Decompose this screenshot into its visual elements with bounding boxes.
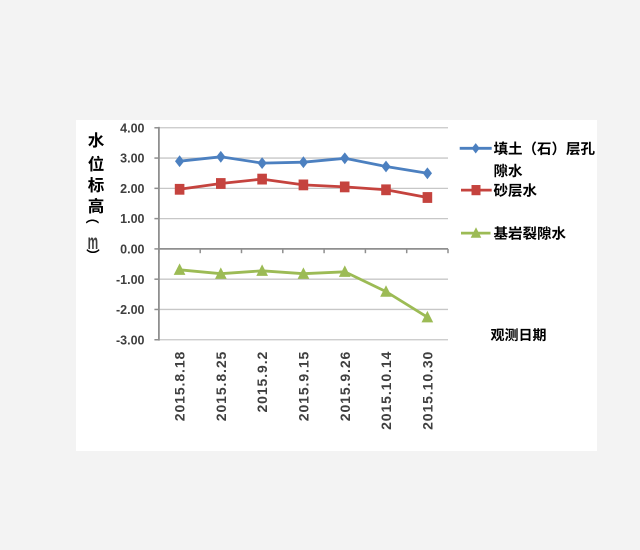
svg-text:0.00: 0.00 (120, 243, 144, 257)
svg-text:2015.10.30: 2015.10.30 (419, 351, 435, 430)
svg-text:3.00: 3.00 (120, 152, 144, 166)
svg-text:-2.00: -2.00 (116, 303, 145, 317)
svg-text:1.00: 1.00 (120, 212, 144, 226)
svg-text:4.00: 4.00 (120, 121, 144, 135)
svg-text:2015.10.14: 2015.10.14 (378, 351, 394, 430)
svg-text:-3.00: -3.00 (116, 333, 145, 347)
svg-text:2.00: 2.00 (120, 182, 144, 196)
svg-text:2015.8.25: 2015.8.25 (213, 351, 229, 421)
svg-text:2015.9.15: 2015.9.15 (295, 351, 311, 421)
svg-text:2015.9.2: 2015.9.2 (254, 351, 270, 413)
svg-text:2015.8.18: 2015.8.18 (172, 351, 188, 421)
svg-text:2015.9.26: 2015.9.26 (337, 351, 353, 421)
svg-text:-1.00: -1.00 (116, 273, 145, 287)
svg-text:m: m (88, 229, 99, 254)
